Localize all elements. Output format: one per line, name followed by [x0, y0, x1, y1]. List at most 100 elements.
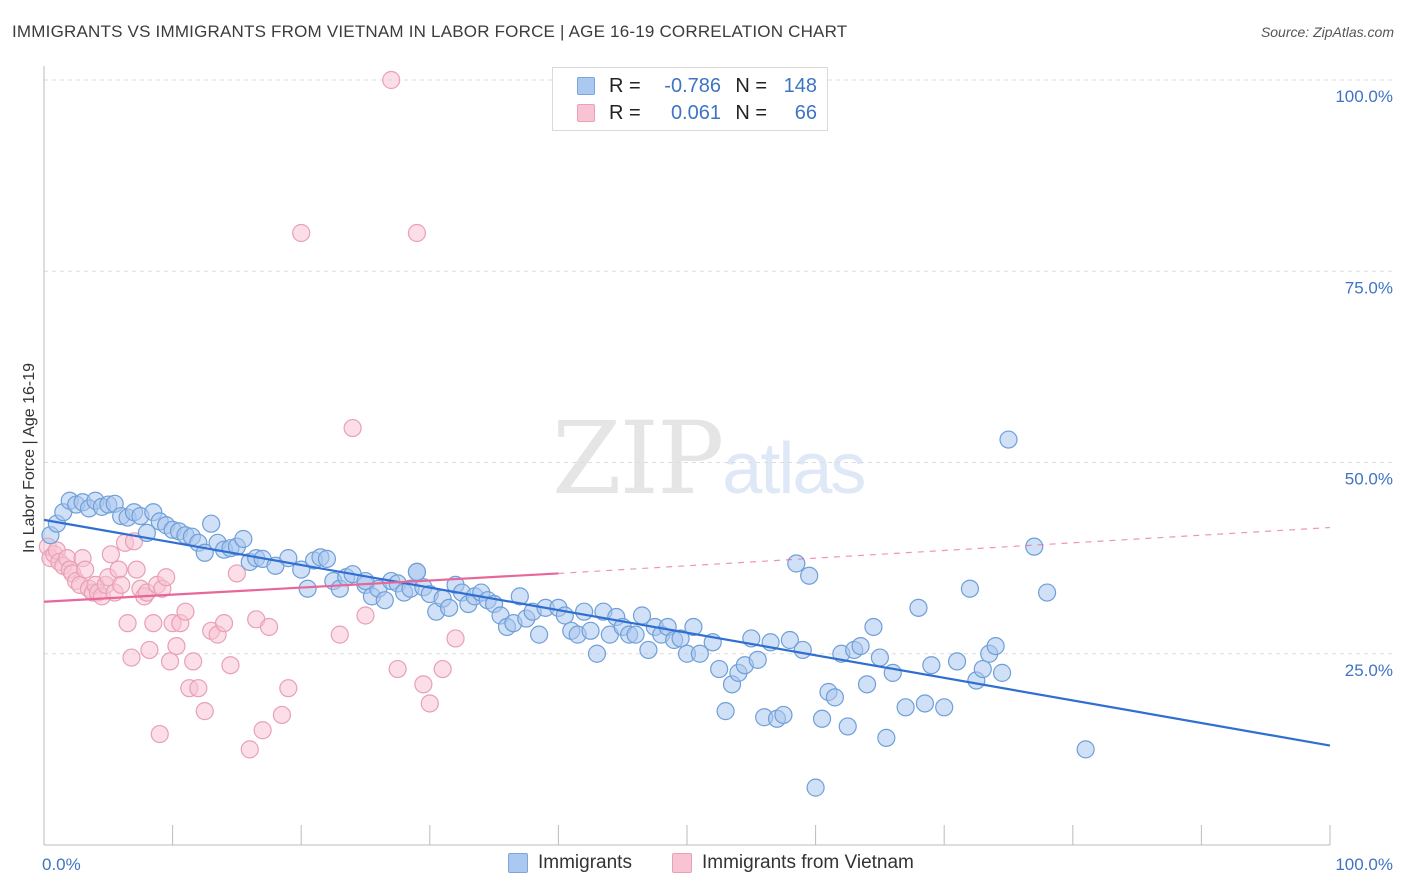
data-point: [375, 591, 394, 610]
data-point: [999, 430, 1018, 449]
data-point: [189, 679, 208, 698]
data-point: [446, 629, 465, 648]
data-point: [864, 617, 883, 637]
y-axis-label: In Labor Force | Age 16-19: [21, 363, 38, 553]
legend-item-vietnam[interactable]: Immigrants from Vietnam: [672, 852, 914, 874]
data-point: [787, 554, 806, 573]
data-point: [150, 724, 169, 744]
data-point: [292, 223, 311, 243]
vietnam-trend-line: [43, 572, 559, 603]
x-tick-max: 100.0%: [1335, 855, 1393, 874]
data-point: [279, 679, 298, 698]
data-point: [167, 636, 186, 656]
legend-n-label: N =: [735, 74, 767, 97]
data-point: [626, 625, 645, 644]
data-point: [356, 606, 375, 625]
trend-lines: [43, 518, 1331, 747]
data-point: [414, 675, 433, 694]
data-point: [947, 652, 967, 671]
data-point: [581, 621, 600, 640]
legend-item-immigrants[interactable]: Immigrants: [508, 852, 632, 874]
data-point: [112, 575, 131, 595]
data-point: [909, 598, 928, 617]
legend-r-label: R =: [609, 101, 641, 124]
data-point: [127, 560, 146, 579]
data-point: [510, 587, 529, 606]
data-point: [118, 614, 137, 633]
data-point: [973, 659, 992, 679]
data-point: [221, 656, 240, 675]
data-point: [992, 663, 1012, 682]
y-tick-label: 25.0%: [1345, 661, 1393, 680]
y-tick-label: 50.0%: [1345, 470, 1393, 489]
chart-title: IMMIGRANTS VS IMMIGRANTS FROM VIETNAM IN…: [12, 22, 848, 41]
data-point: [1076, 740, 1095, 759]
data-point: [838, 717, 857, 736]
data-point: [716, 702, 735, 721]
data-point: [298, 579, 317, 598]
data-point: [433, 659, 452, 679]
data-point: [986, 636, 1005, 656]
legend-r-value: -0.786: [664, 74, 721, 97]
data-point: [407, 562, 427, 581]
data-point: [915, 694, 935, 713]
correlation-legend: R = -0.786 N = 148 R = 0.061 N = 66: [552, 67, 828, 131]
data-point: [259, 617, 279, 637]
data-point: [1025, 537, 1044, 556]
data-point: [575, 602, 594, 621]
data-point: [157, 568, 176, 587]
legend-swatch-immigrants: [577, 77, 595, 95]
data-point: [382, 70, 401, 90]
data-point: [176, 602, 195, 621]
data-point: [710, 659, 729, 679]
data-point: [774, 705, 793, 725]
data-point: [639, 640, 658, 660]
data-point: [922, 656, 941, 675]
legend-n-value: 148: [783, 74, 817, 97]
watermark: ZIPatlas: [552, 400, 866, 517]
data-point: [857, 675, 877, 694]
data-point: [330, 625, 349, 644]
data-point: [793, 640, 812, 660]
data-point: [272, 705, 292, 725]
watermark-zip: ZIP: [552, 400, 724, 517]
data-point: [234, 529, 253, 549]
data-point: [825, 688, 844, 707]
data-point: [684, 617, 703, 637]
data-point: [800, 566, 819, 585]
legend-r-label: R =: [609, 74, 641, 97]
legend-label-vietnam: Immigrants from Vietnam: [702, 852, 914, 873]
legend-swatch-immigrants: [508, 853, 528, 873]
data-point: [407, 223, 427, 243]
data-point: [671, 629, 690, 648]
data-point: [101, 545, 120, 564]
data-point: [439, 598, 459, 617]
immigrants-points: [41, 430, 1095, 797]
vietnam-points: [38, 70, 465, 759]
legend-label-immigrants: Immigrants: [538, 852, 632, 873]
data-point: [812, 709, 832, 728]
data-point: [214, 614, 234, 633]
legend-swatch-vietnam: [672, 853, 692, 873]
data-point: [195, 702, 214, 721]
data-point: [896, 698, 915, 717]
data-point: [935, 698, 954, 717]
axes: [43, 66, 1331, 846]
data-point: [227, 564, 246, 583]
data-point: [202, 514, 221, 533]
data-point: [530, 625, 549, 644]
data-point: [122, 648, 141, 667]
data-point: [748, 650, 767, 669]
data-point: [877, 728, 896, 748]
data-point: [806, 778, 825, 797]
legend-row-vietnam: R = 0.061 N = 66: [553, 100, 817, 126]
data-point: [343, 418, 362, 438]
data-point: [780, 630, 799, 650]
watermark-atlas: atlas: [722, 429, 866, 509]
data-point: [870, 648, 890, 667]
data-point: [851, 636, 870, 656]
data-point: [690, 644, 709, 663]
data-point: [240, 740, 259, 759]
data-point: [253, 721, 272, 740]
